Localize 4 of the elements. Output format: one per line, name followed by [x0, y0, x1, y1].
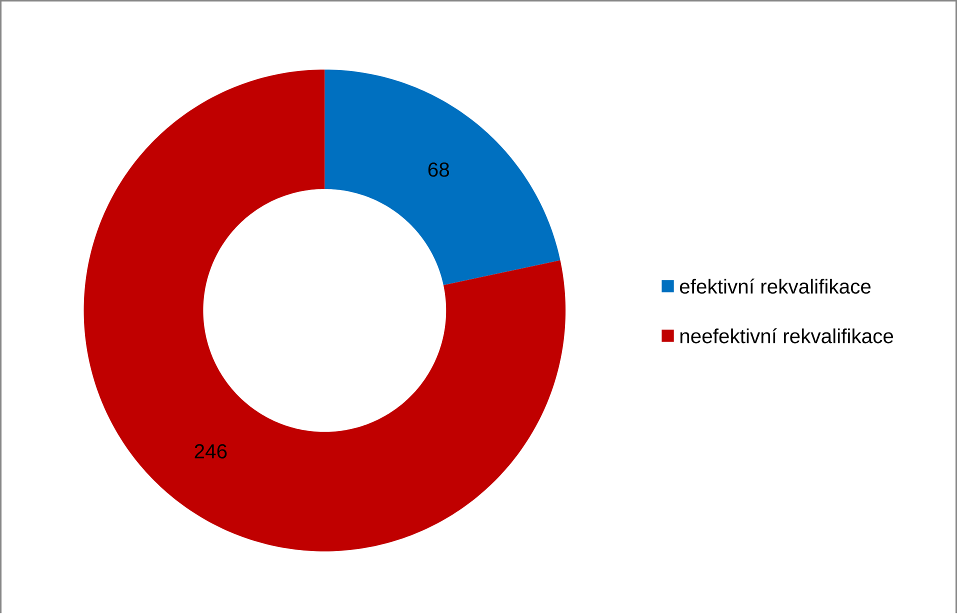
- data-label: 246: [194, 444, 227, 459]
- data-label: 68: [428, 162, 450, 177]
- legend-label: neefektivní rekvalifikace: [680, 328, 894, 344]
- legend-label: efektivní rekvalifikace: [680, 278, 871, 294]
